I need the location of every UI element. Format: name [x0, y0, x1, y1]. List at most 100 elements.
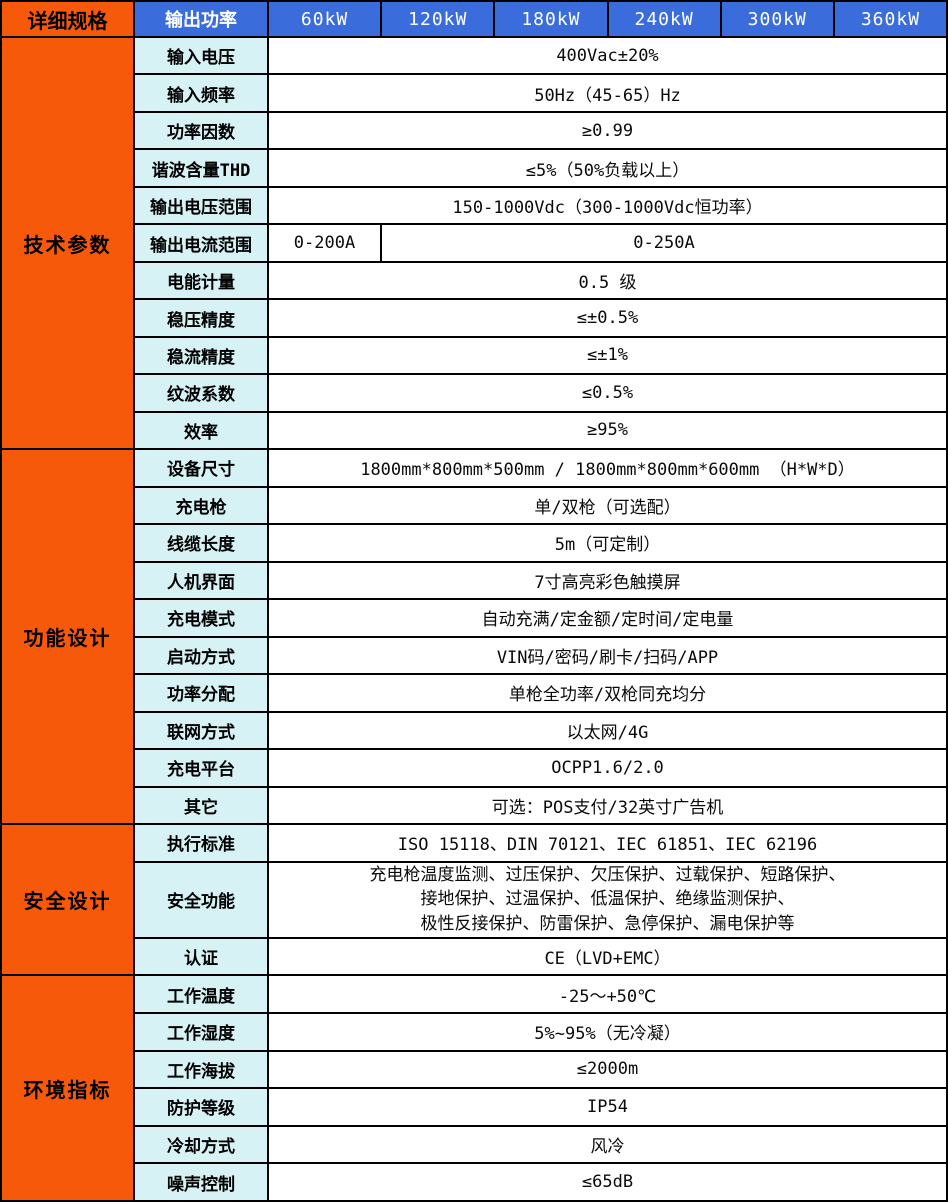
spec-row: 人机界面 7寸高亮彩色触摸屏 — [135, 562, 946, 599]
param-label: 设备尺寸 — [135, 450, 267, 486]
spec-row-output-current: 输出电流范围 0-200A 0-250A — [135, 225, 946, 261]
power-column-180kw: 180kW — [495, 2, 607, 36]
spec-row: 功率分配 单枪全功率/双枪同充均分 — [135, 675, 946, 711]
section-label: 技术参数 — [2, 38, 133, 449]
param-label: 启动方式 — [135, 637, 267, 674]
section-label: 功能设计 — [2, 450, 133, 824]
section-rows: 执行标准 ISO 15118、DIN 70121、IEC 61851、IEC 6… — [135, 825, 946, 975]
spec-row: 工作海拔 ≤2000m — [135, 1051, 946, 1088]
param-label: 执行标准 — [135, 825, 267, 861]
param-value: ≤65dB — [269, 1164, 946, 1200]
param-value: 5%~95%（无冷凝） — [269, 1013, 946, 1050]
spec-row: 联网方式 以太网/4G — [135, 712, 946, 749]
spec-row: 其它 可选：POS支付/32英寸广告机 — [135, 787, 946, 824]
param-label: 稳流精度 — [135, 337, 267, 374]
param-value: 150-1000Vdc（300-1000Vdc恒功率） — [269, 187, 946, 224]
spec-row: 输入频率 50Hz（45-65）Hz — [135, 75, 946, 111]
header-row: 详细规格 输出功率 60kW 120kW 180kW 240kW 300kW 3… — [2, 2, 947, 36]
spec-row: 输入电压 400Vac±20% — [135, 38, 946, 74]
output-power-header: 输出功率 — [135, 2, 267, 36]
param-label: 噪声控制 — [135, 1164, 267, 1200]
spec-row: 冷却方式 风冷 — [135, 1126, 946, 1163]
power-column-240kw: 240kW — [608, 2, 720, 36]
section-rows: 设备尺寸 1800mm*800mm*500mm / 1800mm*800mm*6… — [135, 450, 946, 824]
param-label: 联网方式 — [135, 712, 267, 749]
param-label: 纹波系数 — [135, 375, 267, 411]
param-value: 单/双枪（可选配） — [269, 487, 946, 524]
section-function-design: 功能设计 设备尺寸 1800mm*800mm*500mm / 1800mm*80… — [2, 450, 946, 824]
table-body: 技术参数 输入电压 400Vac±20% 输入频率 50Hz（45-65）Hz … — [2, 38, 946, 1200]
param-label: 工作海拔 — [135, 1051, 267, 1088]
spec-row: 功率因数 ≥0.99 — [135, 112, 946, 149]
safety-line-2: 接地保护、过温保护、低温保护、绝缘监测保护、 — [420, 889, 795, 910]
param-value: ISO 15118、DIN 70121、IEC 61851、IEC 62196 — [269, 825, 946, 861]
param-value: ≤±1% — [269, 337, 946, 374]
param-label: 认证 — [135, 938, 267, 975]
param-label: 工作温度 — [135, 976, 267, 1012]
param-label: 输出电流范围 — [135, 225, 267, 261]
param-value: 50Hz（45-65）Hz — [269, 75, 946, 111]
param-value: 400Vac±20% — [269, 38, 946, 74]
param-label: 输入电压 — [135, 38, 267, 74]
param-value: 0.5 级 — [269, 262, 946, 299]
param-label: 谐波含量THD — [135, 150, 267, 186]
safety-line-1: 充电枪温度监测、过压保护、欠压保护、过载保护、短路保护、 — [369, 864, 846, 885]
spec-row: 充电模式 自动充满/定金额/定时间/定电量 — [135, 600, 946, 636]
spec-row: 电能计量 0.5 级 — [135, 262, 946, 299]
param-label: 稳压精度 — [135, 300, 267, 336]
param-label: 防护等级 — [135, 1089, 267, 1125]
safety-line-3: 极性反接保护、防雷保护、急停保护、漏电保护等 — [420, 914, 795, 934]
param-value-multiline: 充电枪温度监测、过压保护、欠压保护、过载保护、短路保护、 接地保护、过温保护、低… — [269, 862, 946, 937]
spec-row: 充电平台 OCPP1.6/2.0 — [135, 750, 946, 786]
param-value: 5m（可定制） — [269, 525, 946, 561]
param-label: 充电平台 — [135, 750, 267, 786]
spec-row: 执行标准 ISO 15118、DIN 70121、IEC 61851、IEC 6… — [135, 825, 946, 861]
spec-row: 充电枪 单/双枪（可选配） — [135, 487, 946, 524]
spec-row: 启动方式 VIN码/密码/刷卡/扫码/APP — [135, 637, 946, 674]
param-value-120-360kw: 0-250A — [382, 225, 946, 261]
param-label: 充电枪 — [135, 487, 267, 524]
param-label: 充电模式 — [135, 600, 267, 636]
param-label: 冷却方式 — [135, 1126, 267, 1163]
section-label: 环境指标 — [2, 976, 133, 1200]
spec-row: 纹波系数 ≤0.5% — [135, 375, 946, 411]
spec-row: 噪声控制 ≤65dB — [135, 1164, 946, 1200]
section-environment-index: 环境指标 工作温度 -25～+50℃ 工作湿度 5%~95%（无冷凝） 工作海拔… — [2, 976, 946, 1200]
param-label: 人机界面 — [135, 562, 267, 599]
param-value: VIN码/密码/刷卡/扫码/APP — [269, 637, 946, 674]
param-value: 以太网/4G — [269, 712, 946, 749]
spec-row: 效率 ≥95% — [135, 412, 946, 449]
param-value: 可选：POS支付/32英寸广告机 — [269, 787, 946, 824]
section-safety-design: 安全设计 执行标准 ISO 15118、DIN 70121、IEC 61851、… — [2, 825, 946, 975]
spec-row-safety-functions: 安全功能 充电枪温度监测、过压保护、欠压保护、过载保护、短路保护、 接地保护、过… — [135, 862, 946, 937]
param-value: -25～+50℃ — [269, 976, 946, 1012]
param-value: ≥0.99 — [269, 112, 946, 149]
param-value: ≤±0.5% — [269, 300, 946, 336]
power-column-60kw: 60kW — [269, 2, 381, 36]
param-label: 输出电压范围 — [135, 187, 267, 224]
param-value: ≤2000m — [269, 1051, 946, 1088]
spec-row: 设备尺寸 1800mm*800mm*500mm / 1800mm*800mm*6… — [135, 450, 946, 486]
power-column-300kw: 300kW — [721, 2, 833, 36]
spec-row: 输出电压范围 150-1000Vdc（300-1000Vdc恒功率） — [135, 187, 946, 224]
param-value: OCPP1.6/2.0 — [269, 750, 946, 786]
param-label: 线缆长度 — [135, 525, 267, 561]
param-value: ≥95% — [269, 412, 946, 449]
param-label: 功率因数 — [135, 112, 267, 149]
table-title: 详细规格 — [2, 2, 133, 36]
section-rows: 工作温度 -25～+50℃ 工作湿度 5%~95%（无冷凝） 工作海拔 ≤200… — [135, 976, 946, 1200]
param-value: CE（LVD+EMC） — [269, 938, 946, 975]
param-value: 1800mm*800mm*500mm / 1800mm*800mm*600mm … — [269, 450, 946, 486]
param-value: 自动充满/定金额/定时间/定电量 — [269, 600, 946, 636]
spec-row: 线缆长度 5m（可定制） — [135, 525, 946, 561]
power-column-120kw: 120kW — [382, 2, 494, 36]
power-column-360kw: 360kW — [834, 2, 947, 36]
param-value: IP54 — [269, 1089, 946, 1125]
section-technical-parameters: 技术参数 输入电压 400Vac±20% 输入频率 50Hz（45-65）Hz … — [2, 38, 946, 449]
param-label: 功率分配 — [135, 675, 267, 711]
param-label: 安全功能 — [135, 862, 267, 937]
spec-row: 谐波含量THD ≤5%（50%负载以上） — [135, 150, 946, 186]
section-rows: 输入电压 400Vac±20% 输入频率 50Hz（45-65）Hz 功率因数 … — [135, 38, 946, 449]
spec-row: 工作湿度 5%~95%（无冷凝） — [135, 1013, 946, 1050]
